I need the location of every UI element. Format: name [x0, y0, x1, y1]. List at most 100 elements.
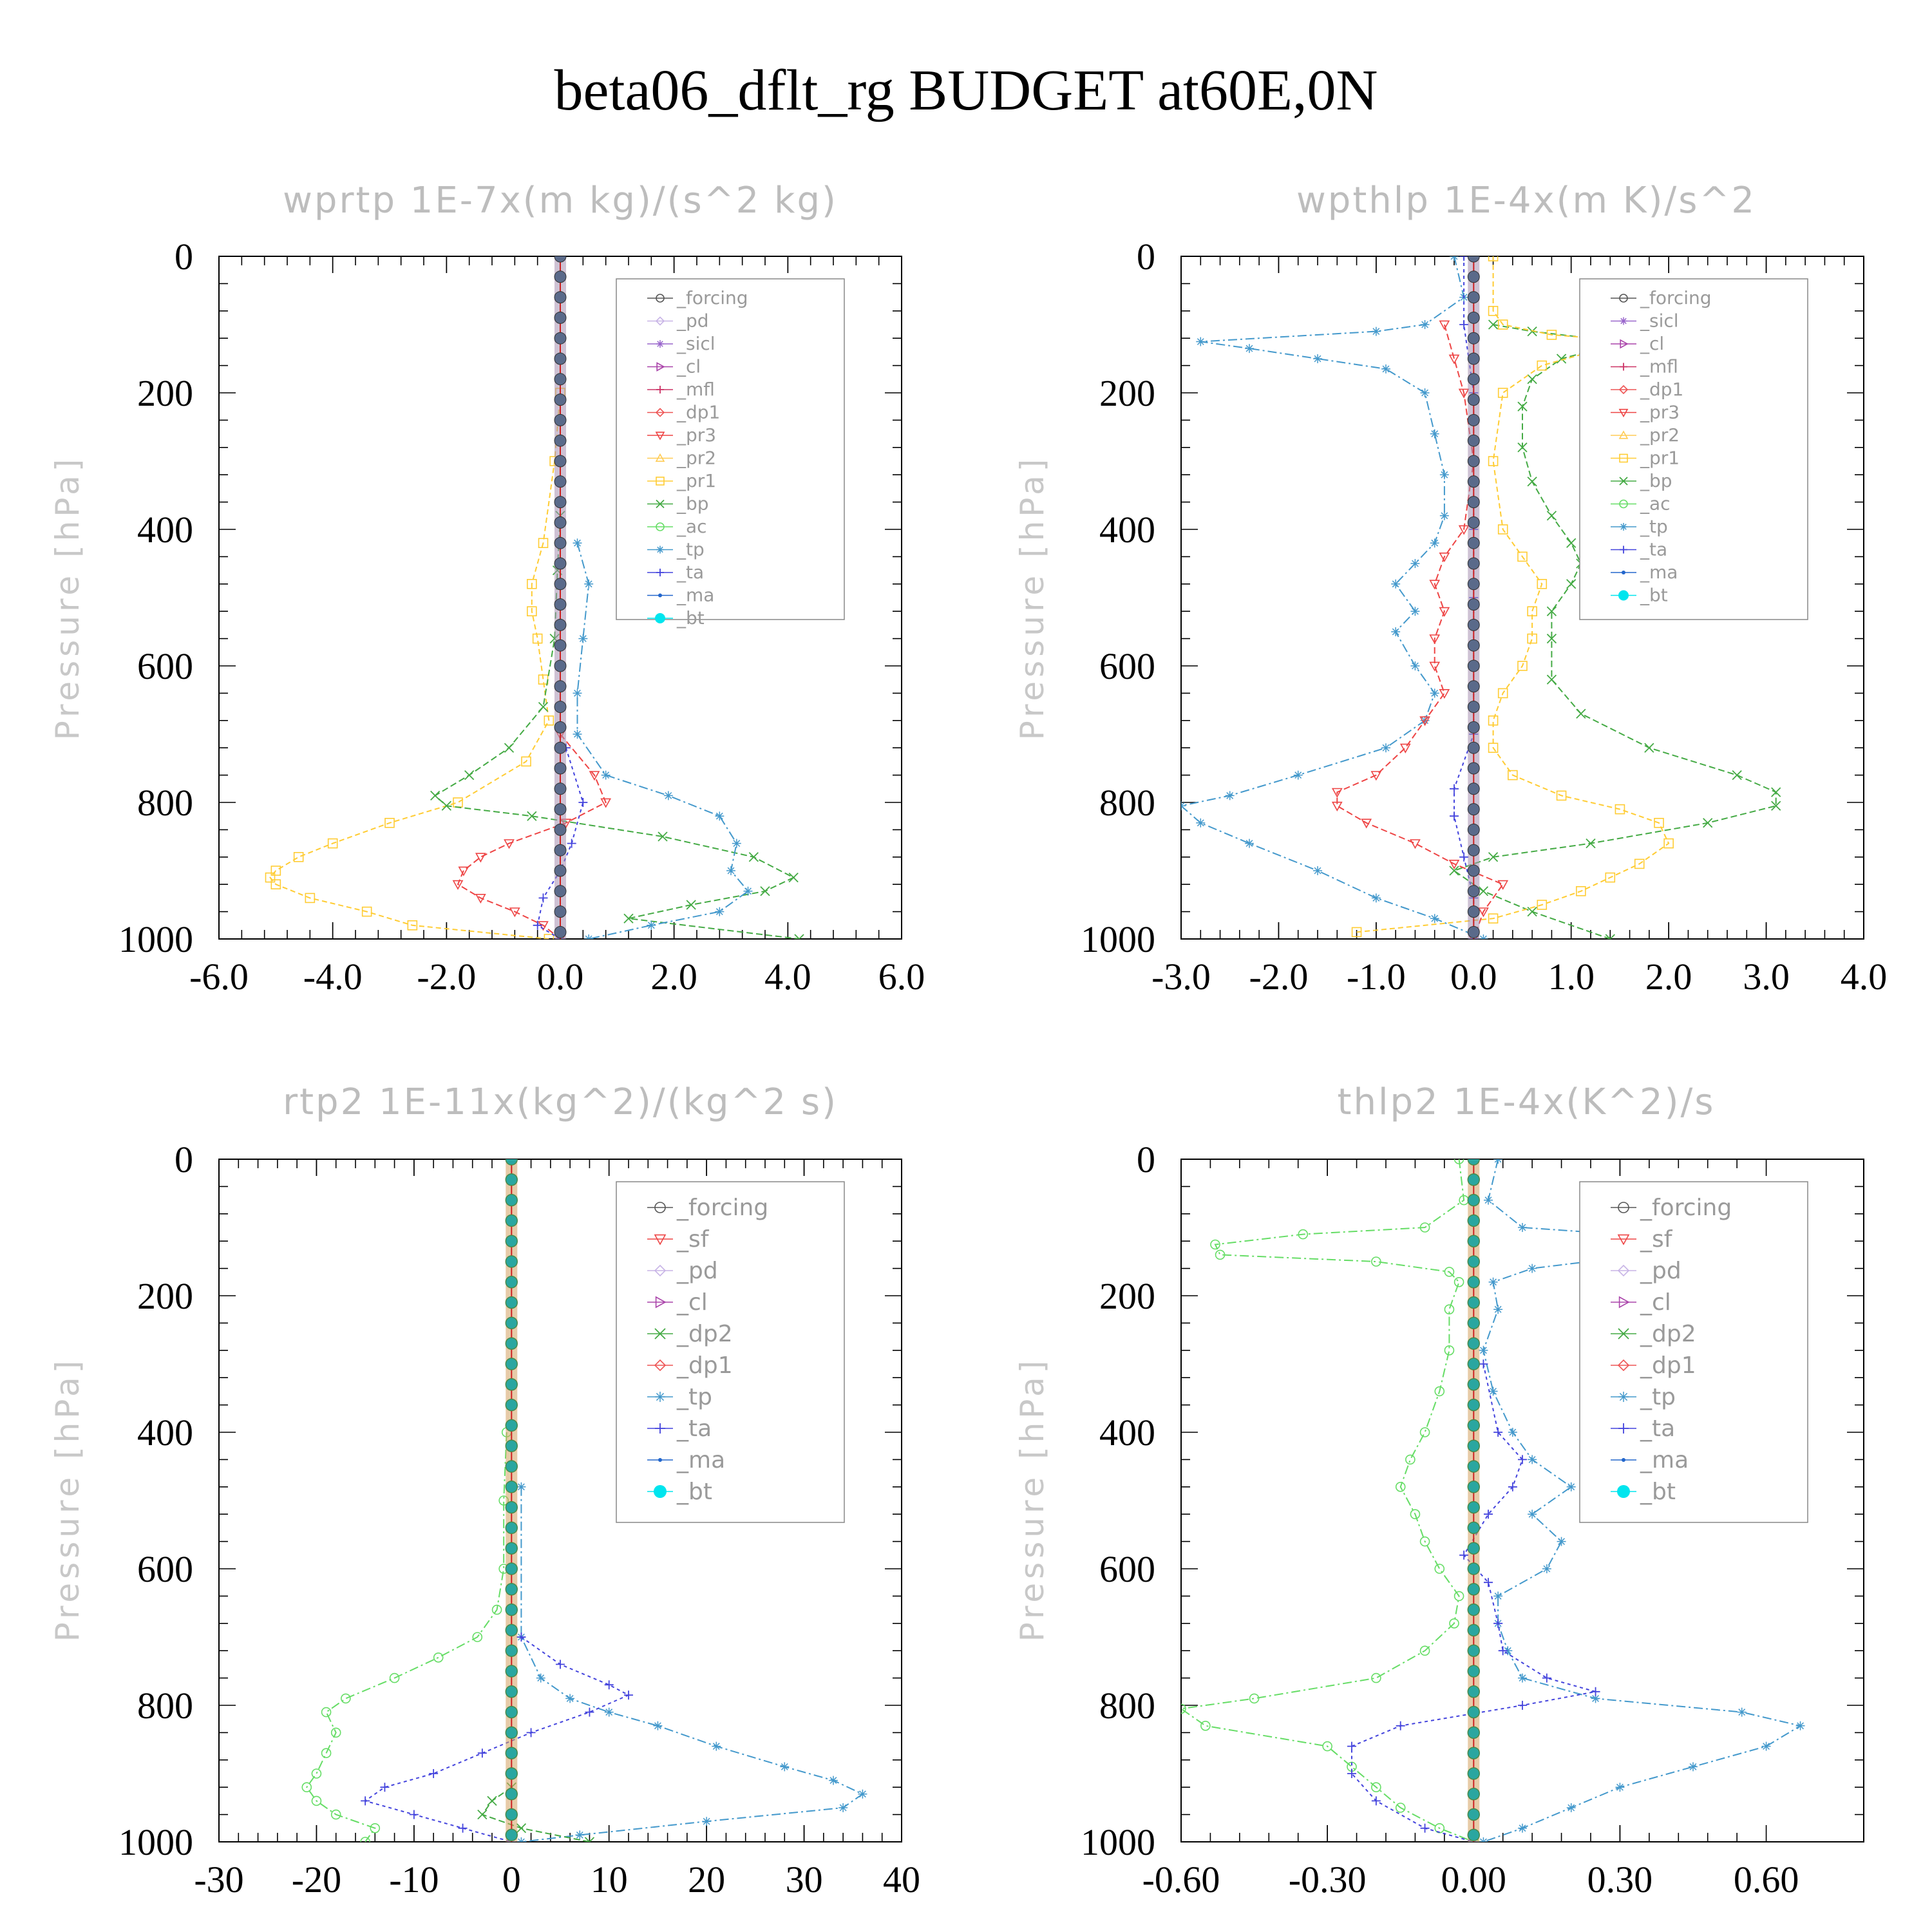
data-point: [1663, 838, 1674, 849]
legend-label: _forcing: [1640, 287, 1712, 308]
legend-marker: [654, 1328, 666, 1340]
data-point: [1210, 1239, 1220, 1250]
bt-marker: [1467, 1419, 1481, 1432]
legend-marker: [1618, 1328, 1629, 1340]
data-point: [1439, 470, 1449, 480]
bt-marker: [1467, 1296, 1481, 1309]
legend-label: _pr2: [1640, 424, 1680, 446]
x-tick-label: 0.00: [1441, 1859, 1507, 1900]
data-point: [1517, 401, 1528, 412]
data-point: [1430, 429, 1439, 439]
bt-marker: [1467, 1583, 1481, 1596]
x-tick-label: 0.0: [1450, 956, 1497, 998]
x-tick-label: 40: [883, 1859, 920, 1900]
data-point: [1566, 1803, 1576, 1812]
data-point: [1527, 906, 1537, 917]
legend-marker: [1619, 453, 1628, 463]
bt-marker: [505, 1173, 518, 1186]
bt-marker: [1467, 598, 1480, 611]
data-point: [1459, 256, 1469, 261]
data-point: [1518, 1701, 1527, 1710]
data-point: [1429, 661, 1441, 672]
data-point: [1566, 579, 1577, 589]
data-point: [301, 1782, 312, 1792]
data-point: [1503, 1646, 1513, 1656]
y-tick-label: 1000: [1081, 918, 1155, 960]
data-point: [1479, 1359, 1488, 1368]
data-point: [1542, 1564, 1551, 1573]
data-point: [1518, 1223, 1527, 1232]
series-tp: [1181, 256, 1488, 939]
data-point: [1508, 1428, 1517, 1437]
bt-marker: [505, 1296, 518, 1309]
bt-marker: [554, 864, 567, 877]
bt-marker: [1467, 823, 1480, 836]
legend-item: _forcing: [647, 287, 748, 308]
data-point: [1181, 1703, 1186, 1714]
data-point: [370, 1823, 381, 1833]
legend-label: _dp2: [1640, 1321, 1696, 1347]
data-point: [1410, 1509, 1421, 1519]
data-point: [433, 1653, 444, 1663]
bt-marker: [505, 1193, 518, 1207]
data-point: [1439, 320, 1450, 330]
legend-label: _bt: [1640, 585, 1668, 606]
x-tick-label: -6.0: [189, 956, 249, 998]
data-point: [458, 1823, 468, 1833]
bt-marker: [1467, 1644, 1481, 1657]
bt-marker: [554, 721, 567, 734]
data-point: [573, 730, 582, 739]
data-point: [1493, 1159, 1503, 1164]
data-point: [604, 1707, 614, 1717]
legend-label: _forcing: [676, 287, 748, 308]
bt-marker: [1467, 455, 1480, 468]
legend-box: [616, 1181, 845, 1523]
data-point: [1771, 800, 1781, 811]
data-point: [1576, 708, 1586, 719]
panel-title: wpthlp 1E-4x(m K)/s^2: [1296, 180, 1756, 222]
bt-marker: [1467, 291, 1480, 304]
bt-marker: [1467, 1521, 1481, 1535]
data-point: [702, 1817, 712, 1826]
y-tick-label: 600: [1099, 1548, 1155, 1590]
y-tick-label: 0: [175, 1139, 193, 1180]
data-point: [584, 579, 594, 589]
panel-title: rtp2 1E-11x(kg^2)/(kg^2 s): [283, 1081, 838, 1123]
legend-marker: [1618, 590, 1629, 601]
bt-marker: [554, 639, 567, 652]
y-tick-label: 800: [137, 1685, 193, 1727]
data-point: [1497, 319, 1508, 330]
legend-item: _forcing: [1611, 287, 1712, 308]
data-point: [1497, 688, 1508, 699]
plot-area: [265, 256, 804, 939]
data-point: [663, 791, 673, 800]
data-point: [453, 797, 463, 808]
bt-marker: [505, 1767, 518, 1780]
plot-area: [301, 1159, 867, 1842]
data-point: [686, 900, 696, 910]
legend-label: _ma: [676, 585, 714, 606]
y-tick-label: 600: [137, 645, 193, 687]
data-point: [380, 1783, 390, 1792]
data-point: [311, 1795, 322, 1806]
data-point: [1448, 354, 1460, 365]
bt-marker: [1467, 413, 1480, 426]
data-point: [1689, 1762, 1698, 1772]
legend-item: _cl: [647, 1289, 708, 1316]
data-point: [743, 886, 753, 896]
data-point: [1347, 1769, 1356, 1778]
data-point: [1703, 818, 1713, 828]
bt-marker: [1467, 1808, 1481, 1821]
data-point: [1654, 818, 1664, 828]
legend-label: _dp1: [1640, 1352, 1696, 1379]
bt-marker: [505, 1501, 518, 1514]
legend-marker: [1619, 499, 1628, 509]
bt-marker: [1467, 885, 1480, 898]
data-point: [760, 886, 770, 896]
legend-item: _ta: [647, 1416, 712, 1442]
bt-marker: [1467, 352, 1480, 365]
legend-label: _pd: [676, 1258, 718, 1284]
x-tick-label: 10: [591, 1859, 628, 1900]
legend-marker: [655, 613, 665, 623]
data-point: [1245, 838, 1254, 848]
